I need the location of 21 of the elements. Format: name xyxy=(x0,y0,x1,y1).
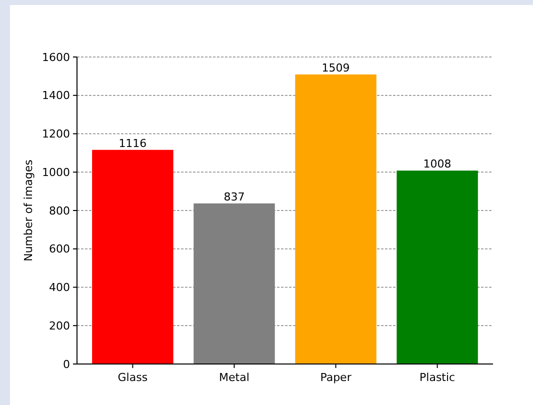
bar xyxy=(396,170,478,364)
x-tick-label: Plastic xyxy=(420,371,456,384)
y-tick-label: 400 xyxy=(49,281,70,294)
data-label: 1509 xyxy=(322,61,350,74)
y-tick-label: 1000 xyxy=(42,166,70,179)
x-tick-label: Metal xyxy=(219,371,250,384)
y-tick-label: 1600 xyxy=(42,50,70,64)
x-tick-label: Glass xyxy=(118,371,148,384)
data-label: 1116 xyxy=(118,136,147,150)
y-tick-label: 800 xyxy=(49,204,70,218)
y-tick-label: 600 xyxy=(49,242,70,256)
data-label: 837 xyxy=(224,190,245,204)
y-tick-label: 200 xyxy=(49,319,70,332)
data-label: 1008 xyxy=(423,158,452,171)
bar xyxy=(295,74,376,364)
y-tick-label: 1200 xyxy=(42,128,70,141)
x-tick-label: Paper xyxy=(320,371,352,384)
y-axis-title: Number of images xyxy=(22,159,35,262)
y-tick-label: 1400 xyxy=(42,89,70,102)
y-tick-label: 0 xyxy=(63,358,70,371)
bar xyxy=(92,150,174,364)
